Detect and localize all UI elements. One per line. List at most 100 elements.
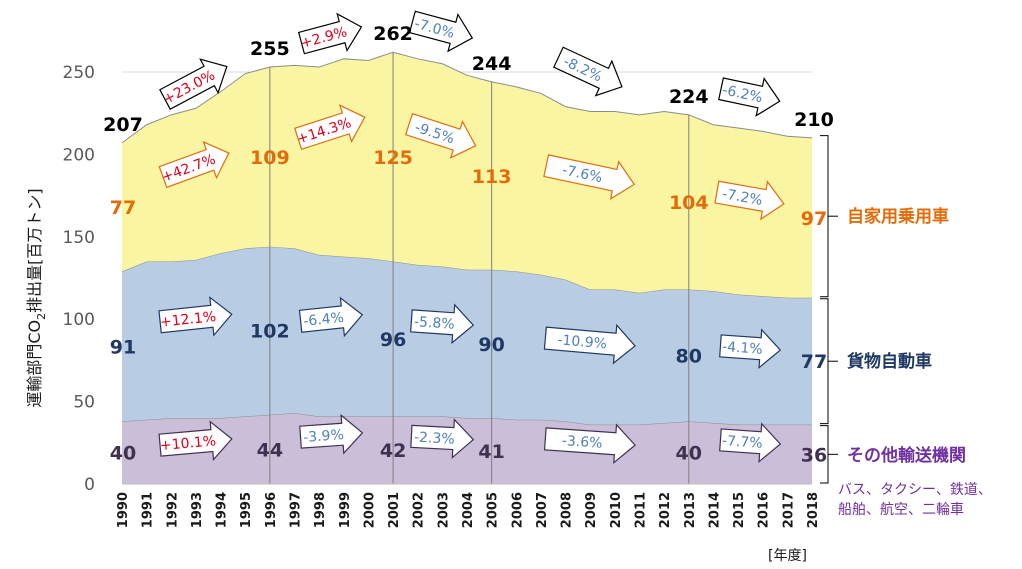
change-arrow: -8.2% [553,46,623,97]
y-axis-title-tail: 排出量[百万トン] [25,188,44,313]
x-tick-label: 2013 [683,492,698,528]
change-label: -3.6% [561,433,603,452]
value-label: 102 [250,321,290,343]
value-label: 40 [676,443,702,465]
change-arrow: +10.1% [158,420,233,461]
change-label: -4.1% [722,339,764,358]
change-label: -7.2% [721,186,764,209]
change-arrow: -4.1% [719,328,782,370]
area-1 [122,246,812,425]
arrow-shape [410,303,475,345]
arrow-shape [718,77,781,117]
value-label: 91 [110,336,136,358]
series-name-label: 自家用乗用車 [847,206,949,227]
y-axis-title-main: 運輸部門CO [25,320,44,408]
x-tick-label: 1999 [338,492,353,528]
total-label-1996: 255 [250,38,290,60]
total-label-2013: 224 [669,86,709,108]
arrow-shape [158,420,233,461]
series-name-label: その他輸送機関 [847,445,966,466]
change-label: -10.9% [557,332,608,352]
y-tick-label: 50 [73,393,95,413]
x-tick-label: 2004 [461,492,476,528]
x-tick-label: 2005 [486,492,501,528]
arrow-shape [408,10,474,53]
x-tick-label: 2007 [535,492,550,528]
arrow-shape [543,323,636,365]
value-labels: 207 40 91 77 255 44 102 109 262 42 96 125 244 41 90 113… [103,23,834,466]
x-tick-label: 2000 [362,492,377,528]
arrow-shape [719,422,782,464]
value-label: 125 [373,147,413,169]
x-tick-label: 2018 [806,492,821,528]
value-label: 44 [257,439,283,461]
arrow-shape [159,58,228,110]
series-note-line: バス、タクシー、鉄道、 [838,482,992,498]
change-arrow: -3.6% [543,423,636,465]
stacked-areas [121,51,813,484]
y-tick-label: 100 [63,310,95,330]
x-tick-label: 1994 [215,492,230,528]
value-label: 96 [380,329,406,351]
arrow-shape [553,46,623,97]
arrow-shape [294,104,366,151]
change-arrow: +12.1% [158,296,233,337]
area-2 [122,52,812,298]
x-tick-label: 2010 [609,492,624,528]
change-label: -2.3% [414,430,455,448]
x-tick-label: 2006 [510,492,525,528]
total-label-2001: 262 [373,23,413,45]
x-tick-label: 2009 [584,492,599,528]
change-arrow: -3.9% [299,413,364,455]
total-label-2005: 244 [472,53,512,75]
change-label: -6.4% [303,310,345,330]
series-name-label: 貨物自動車 [847,351,932,372]
value-label: 36 [801,444,827,466]
arrow-shape [714,180,785,221]
arrow-shape [299,413,364,455]
value-label: 80 [676,345,702,367]
arrow-shape [158,140,230,189]
x-tick-label: 2014 [707,492,722,528]
y-axis-title-subscript: 2 [35,313,48,320]
change-arrow: -2.3% [410,418,475,459]
x-tick-label: 1998 [313,492,328,528]
arrow-shape [543,154,636,201]
x-tick-label: 1996 [264,492,279,528]
x-tick-label: 2016 [757,492,772,528]
value-label: 90 [478,334,504,356]
change-arrow: -6.4% [298,296,364,338]
x-axis: 1990 1991 1992 1993 1994 1995 1996 1997 1998 1999… [116,483,821,528]
value-label: 77 [110,197,136,219]
change-label: -5.8% [413,314,455,333]
x-tick-label: 1990 [116,492,131,528]
value-label: 104 [669,192,709,214]
change-label: -7.7% [722,433,764,452]
milestone-lines [269,52,690,484]
arrow-shape [410,418,475,459]
arrow-shape [297,12,363,55]
value-label: 109 [250,147,290,169]
change-label: +12.1% [159,309,217,331]
y-axis: 0 50 100 150 200 250 [63,63,95,495]
change-arrow: -7.7% [719,422,782,464]
x-tick-label: 1993 [190,492,205,528]
area-edge-2 [121,51,813,144]
x-tick-label: 2008 [560,492,575,528]
change-arrow: -10.9% [543,323,636,365]
x-tick-label: 2012 [658,492,673,528]
value-label: 77 [801,351,827,373]
value-label: 97 [801,208,827,230]
y-tick-label: 250 [63,63,95,83]
x-tick-label: 2015 [732,492,747,528]
y-tick-label: 200 [63,145,95,165]
arrow-shape [298,296,364,338]
value-label: 40 [110,443,136,465]
change-arrow: -5.8% [410,303,475,345]
x-tick-label: 2003 [436,492,451,528]
x-tick-label: 1995 [239,492,254,528]
x-tick-label: 2002 [412,492,427,528]
value-label: 113 [472,166,512,188]
